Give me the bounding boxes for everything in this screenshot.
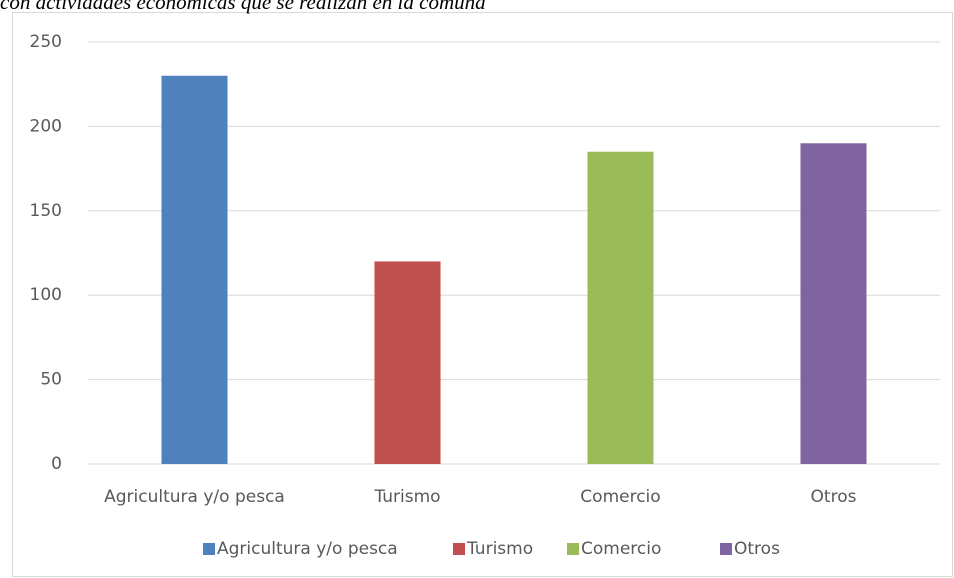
y-tick-label: 0 (51, 454, 62, 474)
y-tick-label: 250 (30, 32, 62, 52)
x-tick-label: Comercio (580, 487, 660, 507)
x-tick-label: Otros (811, 487, 857, 507)
bar (587, 151, 654, 464)
legend-label: Otros (734, 539, 780, 559)
y-tick-label: 150 (30, 201, 62, 221)
bar (374, 261, 441, 464)
chart-title: con actividades económicas que se realiz… (0, 0, 486, 14)
legend-swatch (453, 543, 465, 555)
bar (161, 75, 228, 464)
legend-swatch (567, 543, 579, 555)
legend-swatch (720, 543, 732, 555)
legend-label: Comercio (581, 539, 661, 559)
legend-swatch (203, 543, 215, 555)
legend-label: Turismo (466, 539, 533, 559)
y-tick-label: 50 (40, 370, 62, 390)
legend-label: Agricultura y/o pesca (217, 539, 398, 559)
x-tick-label: Turismo (373, 487, 440, 507)
x-tick-label: Agricultura y/o pesca (104, 487, 285, 507)
y-tick-label: 100 (30, 285, 62, 305)
bar (800, 143, 867, 464)
y-tick-label: 200 (30, 116, 62, 136)
